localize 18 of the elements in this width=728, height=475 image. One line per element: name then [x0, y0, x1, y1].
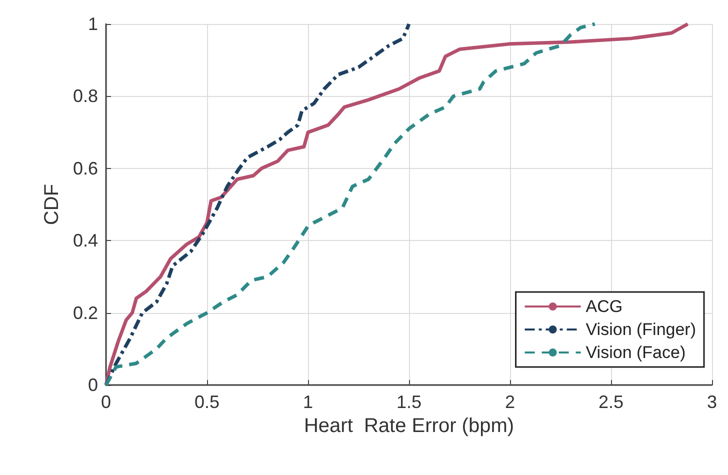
- legend-label: Vision (Face): [586, 343, 686, 362]
- y-tick-label: 0.8: [72, 86, 98, 106]
- y-tick-label: 1: [88, 14, 98, 34]
- x-tick-label: 2.5: [598, 392, 624, 412]
- x-tick-label: 1: [302, 392, 314, 412]
- legend-label: ACG: [586, 297, 623, 316]
- x-axis-title: Heart Rate Error (bpm): [304, 414, 514, 437]
- y-axis-title: CDF: [41, 184, 64, 226]
- y-tick-label: 0.4: [72, 230, 98, 251]
- x-tick-label: 2: [504, 392, 516, 412]
- x-tick-label: 3: [706, 392, 717, 412]
- legend-label: Vision (Finger): [586, 320, 696, 339]
- x-tick-label: 1.5: [396, 392, 422, 412]
- y-tick-label: 0.6: [72, 158, 98, 178]
- y-tick-label: 0.2: [72, 302, 98, 323]
- x-tick-label: 0.5: [194, 392, 220, 412]
- y-tick-label: 0: [88, 375, 98, 395]
- x-tick-label: 0: [100, 392, 112, 412]
